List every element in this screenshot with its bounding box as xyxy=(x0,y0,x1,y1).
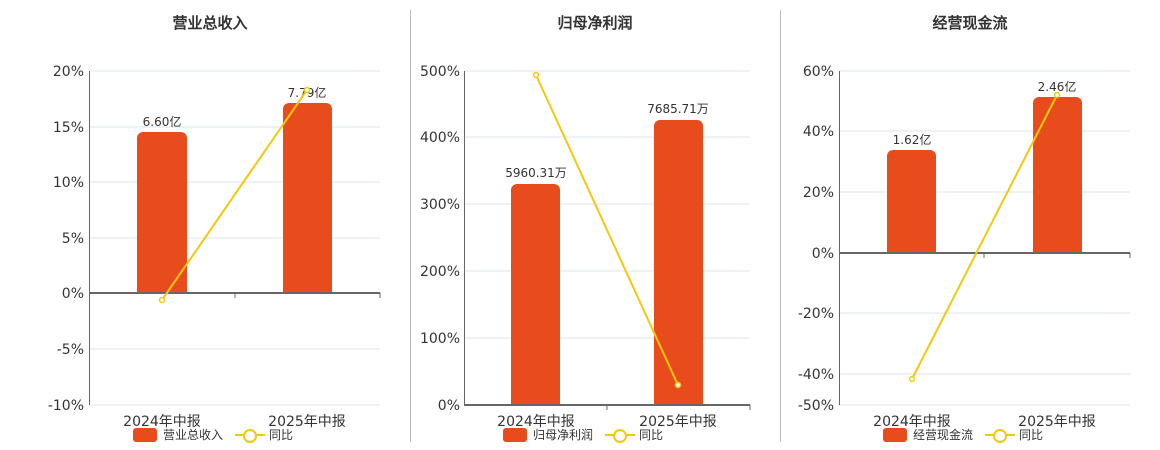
chart-plot: 500% 400% 300% 200% 100% 0% 5960.31万 768… xyxy=(420,64,751,430)
svg-text:2025年中报: 2025年中报 xyxy=(268,414,346,430)
svg-text:40%: 40% xyxy=(803,124,834,140)
bars xyxy=(887,97,1082,253)
bar-labels: 5960.31万 7685.71万 xyxy=(505,102,709,180)
svg-text:60%: 60% xyxy=(803,64,834,80)
yoy-line xyxy=(908,91,1061,383)
svg-text:500%: 500% xyxy=(420,64,460,80)
chart-title: 归母净利润 xyxy=(557,14,633,32)
chart-title: 营业总收入 xyxy=(172,14,248,32)
yoy-line xyxy=(158,86,311,304)
svg-text:400%: 400% xyxy=(420,130,460,146)
svg-text:-50%: -50% xyxy=(798,398,834,414)
svg-text:300%: 300% xyxy=(420,197,460,213)
yoy-line xyxy=(532,71,682,389)
svg-text:-40%: -40% xyxy=(798,367,834,383)
svg-text:2025年中报: 2025年中报 xyxy=(639,414,717,430)
y-axis-labels: 60% 40% 20% 0% -20% -40% -50% xyxy=(798,64,834,414)
svg-text:6.60亿: 6.60亿 xyxy=(143,114,182,129)
legend: 归母净利润 同比 xyxy=(503,426,663,443)
svg-text:5%: 5% xyxy=(62,231,84,247)
bar-2025 xyxy=(654,120,703,405)
bar-labels: 6.60亿 7.79亿 xyxy=(143,85,327,129)
y-axis-labels: 20% 15% 10% 5% 0% -5% -10% xyxy=(48,64,84,414)
bar-labels: 1.62亿 2.46亿 xyxy=(893,79,1077,147)
chart-panel-net-profit: 归母净利润 500% 400% 300% 200% 100% 0% 5960.3… xyxy=(410,0,780,450)
svg-text:20%: 20% xyxy=(803,185,834,201)
legend-line-label: 同比 xyxy=(1019,428,1044,442)
panel-divider xyxy=(780,10,781,442)
x-axis-labels: 2024年中报 2025年中报 xyxy=(497,414,717,430)
legend-bar-label: 归母净利润 xyxy=(533,428,594,442)
svg-text:2025年中报: 2025年中报 xyxy=(1018,414,1096,430)
legend-bar-label: 营业总收入 xyxy=(163,428,224,442)
svg-text:2024年中报: 2024年中报 xyxy=(497,414,575,430)
svg-text:-20%: -20% xyxy=(798,306,834,322)
legend-line-icon xyxy=(605,428,636,443)
legend-bar-swatch xyxy=(133,427,157,442)
legend-line-icon xyxy=(235,428,266,443)
legend-bar-label: 经营现金流 xyxy=(913,428,974,442)
svg-text:2024年中报: 2024年中报 xyxy=(123,414,201,430)
svg-text:200%: 200% xyxy=(420,264,460,280)
bar-2025 xyxy=(283,103,332,293)
y-axis-labels: 500% 400% 300% 200% 100% 0% xyxy=(420,64,460,414)
gridlines xyxy=(90,70,380,406)
chart-plot: 20% 15% 10% 5% 0% -5% -10% 6.60亿 7.79亿 2… xyxy=(48,64,381,430)
svg-text:0%: 0% xyxy=(438,398,460,414)
svg-text:20%: 20% xyxy=(53,64,84,80)
chart-title: 经营现金流 xyxy=(932,14,1008,32)
svg-text:0%: 0% xyxy=(812,246,834,262)
svg-text:7685.71万: 7685.71万 xyxy=(647,102,709,116)
x-axis-labels: 2024年中报 2025年中报 xyxy=(873,414,1096,430)
bar-2024 xyxy=(887,150,936,253)
panel-divider xyxy=(410,10,411,442)
legend: 经营现金流 同比 xyxy=(883,426,1043,443)
legend-bar-swatch xyxy=(503,427,527,442)
bar-2024 xyxy=(137,132,187,293)
svg-text:-5%: -5% xyxy=(57,342,84,358)
legend-line-label: 同比 xyxy=(269,428,294,442)
chart-plot: 60% 40% 20% 0% -20% -40% -50% 1.62亿 2.46… xyxy=(798,64,1131,430)
svg-text:-10%: -10% xyxy=(48,398,84,414)
chart-panel-operating-cashflow: 经营现金流 60% 40% 20% 0% -20% -40% -50% 1.62… xyxy=(780,0,1160,450)
x-axis-labels: 2024年中报 2025年中报 xyxy=(123,414,346,430)
legend-line-label: 同比 xyxy=(639,428,664,442)
legend-line-icon xyxy=(985,428,1016,443)
chart-panel-revenue: 营业总收入 20% 15% 10% 5% 0% -5% -10% 6.60亿 7… xyxy=(0,0,410,450)
svg-text:10%: 10% xyxy=(53,175,84,191)
svg-text:1.62亿: 1.62亿 xyxy=(893,132,932,147)
bar-2025 xyxy=(1033,97,1082,253)
svg-text:2024年中报: 2024年中报 xyxy=(873,414,951,430)
svg-text:100%: 100% xyxy=(420,331,460,347)
svg-text:5960.31万: 5960.31万 xyxy=(505,166,567,180)
bars xyxy=(511,120,703,405)
bar-2024 xyxy=(511,184,560,405)
legend-bar-swatch xyxy=(883,427,907,442)
bars xyxy=(137,103,332,293)
svg-text:2.46亿: 2.46亿 xyxy=(1038,79,1077,94)
svg-text:0%: 0% xyxy=(62,286,84,302)
legend: 营业总收入 同比 xyxy=(133,426,293,443)
svg-text:15%: 15% xyxy=(53,120,84,136)
